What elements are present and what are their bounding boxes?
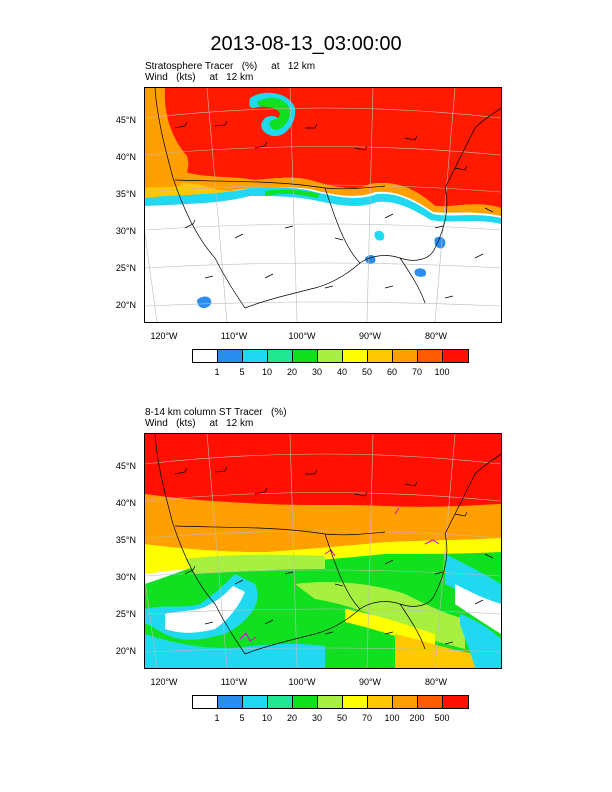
panel-2-line1: 8-14 km column ST Tracer (%) [145,407,287,418]
lat-label: 20°N [115,300,136,310]
panel-1-colorbar [192,349,469,363]
colorbar-swatch [193,350,218,362]
lat-label: 30°N [115,226,136,236]
colorbar-swatch [418,350,443,362]
colorbar-label: 30 [311,713,322,723]
colorbar-label: 1 [214,367,220,377]
colorbar-swatch [293,696,318,708]
colorbar-swatch [368,350,393,362]
colorbar-swatch [443,350,468,362]
colorbar-label: 10 [261,713,272,723]
panel-2-map-field [145,434,501,668]
lat-label: 45°N [115,115,136,125]
wind-barbs [174,120,494,299]
colorbar-label: 200 [409,713,425,723]
panel-1-line2: Wind (kts) at 12 km [145,72,254,83]
colorbar-swatch [268,350,293,362]
lon-label: 80°W [424,677,448,687]
lon-label: 120°W [150,331,178,341]
lat-label: 45°N [115,461,136,471]
lon-label: 120°W [150,677,178,687]
colorbar-label: 500 [434,713,450,723]
panel-1-map [144,87,502,323]
colorbar-label: 50 [361,367,372,377]
colorbar-label: 30 [311,367,322,377]
lon-label: 110°W [220,677,248,687]
colorbar-swatch [393,696,418,708]
colorbar-label: 1 [214,713,220,723]
colorbar-label: 50 [336,713,347,723]
panel-1-map-field [145,88,501,322]
colorbar-swatch [293,350,318,362]
colorbar-label: 40 [336,367,347,377]
colorbar-label: 70 [361,713,372,723]
colorbar-swatch [193,696,218,708]
colorbar-swatch [318,696,343,708]
panel-2-map [144,433,502,669]
main-title: 2013-08-13_03:00:00 [210,33,402,55]
colorbar-label: 70 [411,367,422,377]
lat-label: 20°N [115,646,136,656]
lon-label: 90°W [358,331,382,341]
colorbar-swatch [268,696,293,708]
colorbar-label: 10 [261,367,272,377]
lat-label: 40°N [115,152,136,162]
lon-label: 110°W [220,331,248,341]
colorbar-swatch [418,696,443,708]
lat-label: 25°N [115,609,136,619]
colorbar-swatch [243,696,268,708]
colorbar-swatch [343,696,368,708]
lon-label: 90°W [358,677,382,687]
lat-label: 35°N [115,535,136,545]
panel-1-line1: Stratosphere Tracer (%) at 12 km [145,61,316,72]
panel-2-colorbar [192,695,469,709]
lat-label: 30°N [115,572,136,582]
colorbar-label: 100 [384,713,400,723]
panel-2-line2: Wind (kts) at 12 km [145,418,254,429]
colorbar-label: 5 [239,367,245,377]
lat-label: 40°N [115,498,136,508]
colorbar-swatch [218,350,243,362]
colorbar-swatch [218,696,243,708]
colorbar-swatch [243,350,268,362]
panel-1-title: Stratosphere Tracer (%) at 12 km Wind (k… [145,61,315,83]
lon-label: 80°W [424,331,448,341]
lon-label: 100°W [288,677,316,687]
panel-2-title: 8-14 km column ST Tracer (%) Wind (kts) … [145,407,287,429]
colorbar-label: 20 [286,713,297,723]
colorbar-label: 5 [239,713,245,723]
colorbar-swatch [368,696,393,708]
colorbar-swatch [443,696,468,708]
lon-label: 100°W [288,331,316,341]
colorbar-swatch [393,350,418,362]
colorbar-label: 100 [434,367,450,377]
colorbar-swatch [343,350,368,362]
colorbar-label: 20 [286,367,297,377]
lat-label: 35°N [115,189,136,199]
colorbar-label: 60 [386,367,397,377]
lat-label: 25°N [115,263,136,273]
wind-barbs [174,466,494,645]
colorbar-swatch [318,350,343,362]
